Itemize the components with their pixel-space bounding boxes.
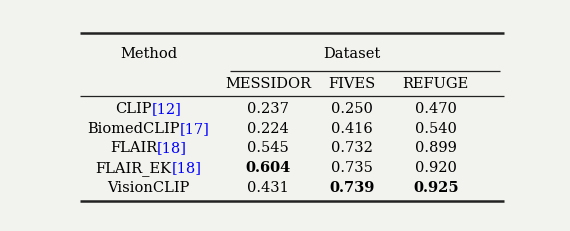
Text: 0.735: 0.735 <box>331 160 373 174</box>
Text: MESSIDOR: MESSIDOR <box>225 77 311 91</box>
Text: 0.237: 0.237 <box>247 102 289 116</box>
Text: 0.739: 0.739 <box>329 180 374 194</box>
Text: 0.920: 0.920 <box>415 160 457 174</box>
Text: Method: Method <box>120 46 177 61</box>
Text: VisionCLIP: VisionCLIP <box>107 180 190 194</box>
Text: 0.431: 0.431 <box>247 180 288 194</box>
Text: 0.545: 0.545 <box>247 141 288 155</box>
Text: 0.250: 0.250 <box>331 102 373 116</box>
Text: [18]: [18] <box>157 141 187 155</box>
Text: [18]: [18] <box>172 160 202 174</box>
Text: 0.604: 0.604 <box>245 160 291 174</box>
Text: 0.416: 0.416 <box>331 121 373 135</box>
Text: [12]: [12] <box>152 102 182 116</box>
Text: CLIP: CLIP <box>115 102 152 116</box>
Text: 0.732: 0.732 <box>331 141 373 155</box>
Text: 0.470: 0.470 <box>415 102 457 116</box>
Text: 0.925: 0.925 <box>413 180 458 194</box>
Text: Dataset: Dataset <box>323 46 380 61</box>
Text: BiomedCLIP: BiomedCLIP <box>87 121 180 135</box>
Text: 0.224: 0.224 <box>247 121 288 135</box>
Text: 0.540: 0.540 <box>415 121 457 135</box>
Text: [17]: [17] <box>180 121 210 135</box>
Text: FIVES: FIVES <box>328 77 376 91</box>
Text: FLAIR: FLAIR <box>110 141 157 155</box>
Text: REFUGE: REFUGE <box>402 77 469 91</box>
Text: FLAIR_EK: FLAIR_EK <box>96 160 172 175</box>
Text: 0.899: 0.899 <box>415 141 457 155</box>
